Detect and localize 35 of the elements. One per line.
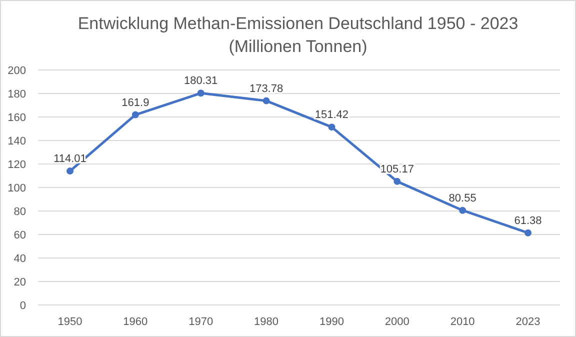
y-tick-label: 0 (20, 300, 26, 312)
data-label: 161.9 (122, 96, 150, 109)
x-tick-label: 1950 (58, 316, 82, 328)
data-label: 180.31 (184, 75, 218, 88)
x-tick-label: 2023 (516, 316, 540, 328)
point (262, 97, 270, 104)
y-tick-label: 40 (14, 252, 26, 265)
chart-title: Entwicklung Methan-Emissionen Deutschland 1950 - 2023 (78, 14, 518, 33)
y-tick-label: 60 (14, 229, 26, 242)
y-tick-label: 20 (14, 276, 26, 288)
point (524, 229, 532, 236)
point (66, 168, 74, 175)
y-tick-label: 80 (14, 206, 26, 218)
point (132, 111, 139, 118)
x-tick-label: 1960 (123, 316, 148, 328)
data-label: 151.42 (314, 109, 349, 122)
y-tick-label: 100 (8, 182, 26, 194)
y-tick-label: 140 (8, 135, 26, 148)
point (394, 178, 401, 185)
y-tick-label: 160 (8, 112, 26, 124)
data-label: 173.78 (249, 82, 284, 95)
point (459, 206, 466, 214)
data-label: 61.38 (514, 214, 542, 227)
point (197, 90, 204, 97)
chart-subtitle: (Millionen Tonnen) (228, 37, 368, 56)
y-tick-label: 200 (8, 64, 26, 77)
x-tick-label: 1970 (188, 316, 214, 328)
x-tick-label: 1990 (319, 316, 344, 328)
data-label: 80.55 (448, 192, 476, 204)
x-tick-label: 1980 (254, 316, 279, 328)
x-tick-label: 2010 (450, 316, 475, 328)
x-tick-label: 2000 (384, 316, 410, 328)
point (328, 124, 336, 131)
y-tick-label: 120 (8, 158, 26, 171)
y-tick-label: 180 (8, 88, 26, 100)
